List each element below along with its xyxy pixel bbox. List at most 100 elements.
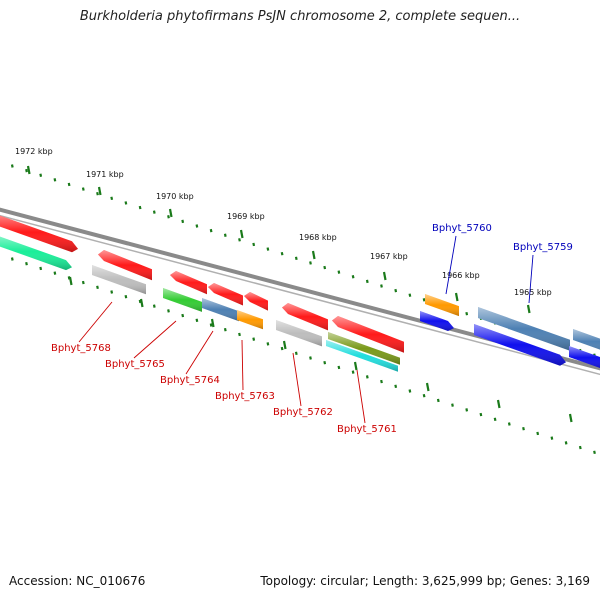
outer-tick-dot	[465, 311, 469, 316]
major-tick	[353, 361, 358, 371]
major-tick	[282, 340, 287, 350]
accession-label: Accession:	[9, 574, 73, 588]
gene-bar	[170, 271, 207, 295]
gene-bar	[474, 324, 566, 366]
inner-tick-dot	[39, 266, 43, 271]
inner-tick-dot	[280, 346, 284, 351]
inner-tick-dot	[436, 398, 440, 403]
outer-tick-dot	[138, 205, 142, 210]
inner-tick-dot	[252, 337, 256, 341]
inner-tick-dot	[380, 379, 383, 384]
gene-bar-shade	[326, 340, 398, 372]
inner-tick-dot	[138, 299, 142, 304]
major-tick	[210, 318, 215, 328]
inner-tick-dot	[110, 290, 114, 294]
outer-tick-dot	[266, 247, 270, 251]
tick-label: 1971 kbp	[86, 170, 124, 179]
inner-tick-dot	[522, 427, 525, 431]
outer-tick-dot	[294, 256, 298, 261]
genes-label: Genes:	[509, 574, 552, 588]
gene-label: Bphyt_5768	[51, 343, 111, 354]
outer-tick-dot	[408, 293, 412, 297]
outer-tick-dot	[10, 164, 14, 168]
gene-layer	[0, 215, 600, 372]
inner-tick-dot	[564, 441, 568, 445]
inner-tick-dot	[124, 294, 128, 299]
outer-tick-dot	[124, 201, 128, 205]
major-tick	[382, 271, 387, 281]
outer-tick-dot	[309, 261, 312, 265]
gene-bar-shade	[276, 320, 322, 347]
major-tick	[26, 165, 31, 175]
gene-bar-shade	[332, 316, 404, 353]
length-value: 3,625,999 bp	[421, 574, 502, 588]
gene-bar-shade	[0, 236, 72, 271]
major-tick	[139, 298, 144, 308]
tick-label: 1968 kbp	[299, 233, 337, 242]
genes-value: 3,169	[555, 574, 590, 588]
inner-tick-dot	[365, 375, 369, 379]
topology-value: circular	[320, 574, 365, 588]
tick-label: 1965 kbp	[514, 288, 552, 297]
gene-bar-shade	[478, 307, 570, 351]
inner-tick-dot	[451, 403, 454, 407]
outer-tick-dot	[365, 279, 369, 284]
major-tick	[454, 292, 459, 302]
tick-label: 1970 kbp	[156, 192, 194, 201]
inner-tick-dot	[323, 361, 327, 365]
inner-tick-dot	[465, 408, 469, 412]
gene-bar-shade	[420, 311, 454, 331]
gene-bar	[425, 294, 459, 317]
gene-label: Bphyt_5759	[513, 242, 573, 253]
gene-bar-shade	[425, 294, 459, 317]
gene-bar	[0, 215, 78, 253]
outer-tick-dot	[238, 238, 241, 242]
gene-bar-shade	[163, 288, 202, 312]
outer-tick-dot	[96, 191, 99, 196]
gene-bar	[208, 283, 243, 306]
gene-bar	[328, 332, 400, 365]
outer-tick-dot	[67, 182, 71, 187]
major-tick	[168, 208, 173, 218]
major-tick	[97, 186, 102, 196]
gene-bar-shade	[573, 329, 600, 350]
inner-tick-dot	[10, 257, 14, 261]
inner-tick-dot	[550, 436, 554, 440]
outer-tick-dot	[81, 187, 85, 191]
backbone-inner	[0, 214, 600, 376]
gene-bar-shade	[244, 292, 268, 311]
inner-tick-dot	[195, 318, 199, 323]
inner-tick-dot	[96, 285, 99, 290]
inner-tick-dot	[81, 280, 85, 285]
gene-bar	[276, 320, 322, 347]
gene-bar-shade	[282, 303, 328, 331]
gene-bar	[478, 307, 570, 351]
gene-label: Bphyt_5761	[337, 424, 397, 435]
major-tick	[425, 382, 430, 392]
inner-tick-dot	[266, 342, 270, 346]
inner-tick-dot	[181, 313, 185, 318]
outer-tick-dot	[167, 215, 170, 219]
gene-bar	[98, 250, 152, 281]
gene-bar	[569, 346, 600, 369]
major-tick	[68, 276, 73, 286]
tick-label: 1972 kbp	[15, 147, 53, 156]
inner-tick-dot	[578, 445, 582, 450]
gene-bar	[237, 310, 263, 330]
inner-tick-dot	[422, 394, 426, 398]
outer-tick-dot	[422, 298, 426, 302]
outer-tick-dot	[152, 210, 156, 214]
tick-label: 1966 kbp	[442, 271, 480, 280]
outer-tick-dot	[394, 288, 398, 293]
gene-leader-line	[528, 254, 534, 304]
inner-tick-dot	[394, 384, 398, 389]
inner-tick-dot	[238, 332, 241, 337]
gene-label: Bphyt_5762	[273, 407, 333, 418]
outer-tick-dot	[209, 228, 213, 233]
outer-tick-dot	[25, 168, 28, 173]
gene-bar	[163, 288, 202, 312]
gene-bar	[332, 316, 404, 353]
gene-bar-shade	[202, 298, 239, 322]
inner-tick-dot	[479, 412, 483, 417]
